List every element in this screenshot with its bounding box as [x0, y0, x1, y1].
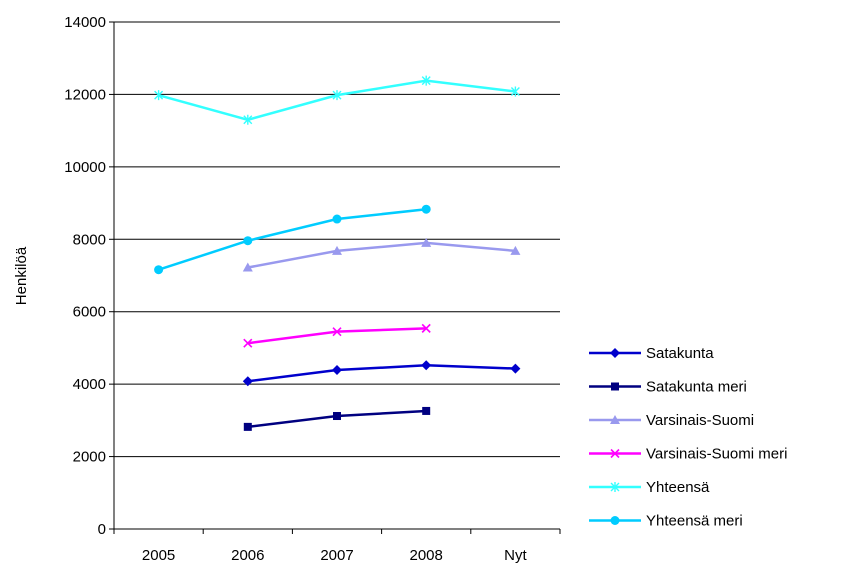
- y-axis-ticks: 0 2000 4000 6000 8000 10000 12000 14000: [64, 14, 114, 538]
- y-tick-label: 6000: [73, 304, 106, 321]
- legend-marker: [610, 516, 620, 525]
- legend-marker: [610, 448, 620, 459]
- series-4: [154, 75, 520, 125]
- legend-item: Yhteensä meri: [589, 513, 743, 530]
- data-point: [332, 327, 342, 337]
- data-point: [332, 214, 342, 224]
- data-point: [243, 114, 253, 125]
- data-point: [422, 406, 431, 415]
- legend-item: Varsinais-Suomi meri: [589, 446, 787, 463]
- legend-label: Varsinais-Suomi: [646, 412, 754, 429]
- data-point: [421, 75, 431, 86]
- data-point: [421, 323, 431, 333]
- legend: Satakunta Satakunta meri Varsinais-Suomi Va…: [589, 345, 787, 530]
- series-line: [247, 364, 516, 383]
- data-point: [510, 363, 521, 374]
- series-1: [243, 406, 431, 431]
- legend-item: Varsinais-Suomi: [589, 412, 754, 429]
- y-tick-label: 10000: [64, 159, 106, 176]
- series-group: [154, 75, 521, 431]
- data-point: [242, 262, 253, 272]
- gridlines: [114, 21, 560, 458]
- y-tick-label: 2000: [73, 449, 106, 466]
- data-point: [510, 245, 521, 255]
- data-point: [332, 90, 342, 101]
- data-point: [421, 360, 432, 371]
- x-axis-ticks: 2005 2006 2007 2008 Nyt: [113, 529, 561, 564]
- data-point: [154, 90, 164, 101]
- legend-label: Satakunta: [646, 345, 714, 362]
- series-line: [158, 207, 427, 271]
- data-point: [242, 376, 253, 387]
- series-5: [154, 204, 431, 275]
- data-point: [333, 412, 341, 421]
- x-tick-label: 2007: [320, 547, 353, 564]
- y-tick-label: 0: [98, 521, 106, 538]
- data-point: [332, 245, 342, 255]
- x-tick-label: 2005: [142, 547, 175, 564]
- y-tick-label: 4000: [73, 376, 106, 393]
- y-tick-label: 8000: [73, 231, 106, 248]
- x-tick-label: 2006: [231, 547, 264, 564]
- data-point: [243, 422, 252, 431]
- series-line: [158, 79, 516, 122]
- x-tick-label: 2008: [410, 547, 443, 564]
- y-tick-label: 12000: [64, 86, 106, 103]
- legend-marker: [611, 382, 619, 391]
- y-axis-label: Henkilöä: [13, 246, 30, 305]
- series-line: [247, 241, 516, 269]
- legend-label: Satakunta meri: [646, 379, 747, 396]
- y-tick-label: 14000: [64, 14, 106, 31]
- data-point: [421, 237, 432, 247]
- legend-label: Yhteensä: [646, 479, 710, 496]
- data-point: [332, 365, 342, 376]
- legend-marker: [610, 415, 620, 424]
- series-0: [242, 360, 521, 387]
- series-2: [242, 237, 521, 272]
- legend-item: Satakunta: [589, 345, 714, 362]
- x-tick-label: Nyt: [504, 547, 527, 564]
- series-3: [243, 323, 431, 348]
- legend-item: Satakunta meri: [589, 379, 747, 396]
- legend-label: Varsinais-Suomi meri: [646, 446, 787, 463]
- legend-marker: [610, 482, 620, 492]
- data-point: [421, 204, 431, 214]
- data-point: [243, 236, 253, 246]
- plot-area: [113, 22, 560, 530]
- data-point: [510, 86, 520, 97]
- legend-label: Yhteensä meri: [646, 513, 743, 530]
- legend-item: Yhteensä: [589, 479, 710, 496]
- data-point: [154, 265, 164, 275]
- legend-marker: [610, 348, 620, 358]
- data-point: [243, 338, 253, 348]
